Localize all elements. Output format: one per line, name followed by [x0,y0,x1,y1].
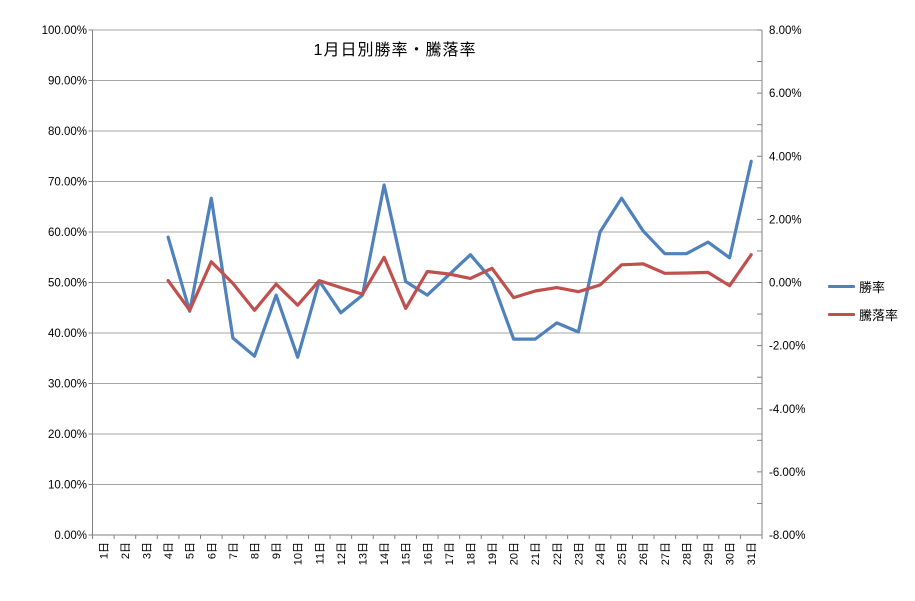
svg-text:16日: 16日 [422,542,434,565]
svg-text:19日: 19日 [487,542,499,565]
chart-title: 1月日別勝率・騰落率 [313,42,477,59]
legend: 勝率 騰落率 [828,277,898,324]
svg-text:26日: 26日 [638,542,650,565]
svg-text:21日: 21日 [530,542,542,565]
svg-text:-4.00%: -4.00% [769,404,805,416]
svg-text:2.00%: 2.00% [769,214,802,226]
svg-text:17日: 17日 [444,542,456,565]
svg-text:70.00%: 70.00% [48,177,87,189]
svg-text:20.00%: 20.00% [48,429,87,441]
svg-text:90.00%: 90.00% [48,76,87,88]
svg-text:31日: 31日 [746,542,758,565]
svg-text:5日: 5日 [185,542,197,559]
win-rate-line-swatch [828,285,855,288]
y-axis-left-labels: 100.00% 90.00% 80.00% 70.00% 60.00% 50.00% 40.… [42,25,87,542]
svg-text:6.00%: 6.00% [769,88,802,100]
svg-text:3日: 3日 [141,542,153,559]
svg-text:8.00%: 8.00% [769,25,802,37]
svg-text:23日: 23日 [573,542,585,565]
svg-text:13日: 13日 [357,542,369,565]
svg-text:10日: 10日 [293,542,305,565]
svg-text:28日: 28日 [681,542,693,565]
svg-text:30日: 30日 [725,542,737,565]
svg-text:50.00%: 50.00% [48,278,87,290]
win-rate-line [166,159,753,359]
x-axis-labels: 1日 2日 3日 4日 5日 6日 7日 8日 9日 10日 11日 12日 13日 14日 15日 16日 1… [98,542,758,565]
svg-text:25日: 25日 [617,542,629,565]
svg-text:14日: 14日 [379,542,391,565]
svg-text:1日: 1日 [98,542,110,559]
svg-text:11日: 11日 [314,542,326,564]
svg-text:-6.00%: -6.00% [769,467,805,479]
svg-text:80.00%: 80.00% [48,126,87,138]
legend-item-change-rate: 騰落率 [828,305,898,324]
svg-text:6日: 6日 [206,542,218,559]
svg-text:22日: 22日 [552,542,564,565]
svg-text:40.00%: 40.00% [48,328,87,340]
svg-text:12日: 12日 [336,542,348,565]
change-rate-line [166,253,753,312]
legend-label-change-rate: 騰落率 [859,308,899,323]
legend-label-win-rate: 勝率 [859,280,886,295]
svg-text:10.00%: 10.00% [48,480,87,492]
change-rate-line-swatch [828,313,855,316]
svg-text:-2.00%: -2.00% [769,341,805,353]
svg-text:7日: 7日 [228,542,240,559]
svg-text:24日: 24日 [595,542,607,565]
svg-text:27日: 27日 [660,542,672,565]
svg-text:4日: 4日 [163,542,175,559]
svg-text:-8.00%: -8.00% [769,530,805,542]
svg-text:9日: 9日 [271,542,283,559]
y-axis-right-labels: 8.00% 6.00% 4.00% 2.00% 0.00% -2.00% -4.00% -6.… [769,25,805,542]
tick-marks [88,29,763,539]
gridlines [92,29,762,536]
svg-text:100.00%: 100.00% [42,25,87,37]
svg-text:29日: 29日 [703,542,715,565]
svg-text:20日: 20日 [509,542,521,565]
svg-text:18日: 18日 [465,542,477,565]
svg-text:2日: 2日 [120,542,132,559]
svg-text:60.00%: 60.00% [48,227,87,239]
svg-text:4.00%: 4.00% [769,151,802,163]
svg-text:15日: 15日 [401,542,413,565]
legend-item-win-rate: 勝率 [828,277,898,296]
svg-text:8日: 8日 [249,542,261,559]
svg-text:0.00%: 0.00% [769,278,802,290]
svg-text:0.00%: 0.00% [54,530,87,542]
svg-text:30.00%: 30.00% [48,379,87,391]
